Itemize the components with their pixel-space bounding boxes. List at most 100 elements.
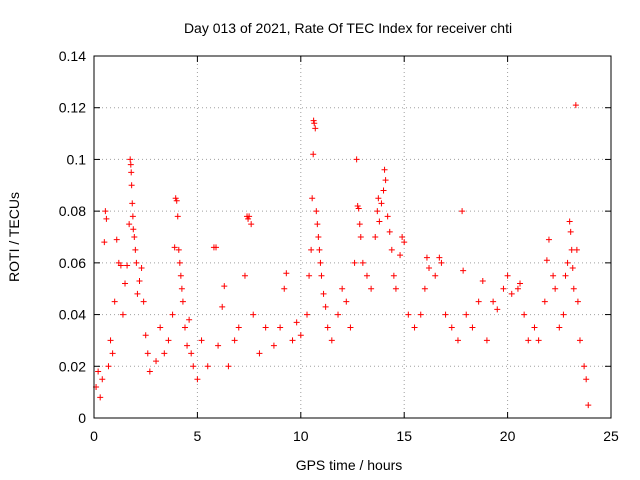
data-point (581, 363, 588, 370)
data-point (397, 252, 404, 259)
data-point (353, 156, 360, 163)
data-point (583, 376, 590, 383)
chart-title: Day 013 of 2021, Rate Of TEC Index for r… (184, 20, 512, 36)
data-point (281, 285, 288, 292)
data-point (372, 234, 379, 240)
data-point (140, 298, 147, 305)
data-point (381, 166, 388, 173)
data-point (283, 270, 290, 277)
data-point (525, 337, 532, 344)
data-point (316, 246, 323, 253)
data-point (508, 290, 515, 297)
data-point (585, 402, 592, 409)
data-point (566, 218, 573, 225)
data-point (436, 254, 443, 261)
data-point (306, 272, 313, 279)
data-point (567, 228, 574, 235)
data-point (181, 324, 188, 331)
data-point (560, 311, 567, 318)
data-point (126, 221, 133, 228)
data-point (576, 337, 583, 344)
data-point (289, 337, 296, 344)
data-point (174, 213, 181, 220)
data-point (459, 208, 466, 215)
y-tick-label: 0 (78, 410, 86, 426)
data-point (426, 265, 433, 272)
data-point (184, 342, 191, 349)
plot-frame (93, 55, 612, 419)
x-tick-label: 5 (194, 428, 202, 444)
data-point (169, 311, 176, 318)
data-point (248, 221, 255, 228)
data-point (382, 177, 389, 184)
data-point (490, 298, 497, 305)
data-point (219, 303, 226, 310)
data-point (308, 246, 315, 253)
data-point (105, 363, 112, 370)
data-point (531, 324, 538, 331)
data-point (99, 376, 106, 383)
data-point (572, 102, 579, 109)
data-point (111, 298, 118, 305)
data-point (514, 285, 521, 292)
data-point (101, 239, 108, 246)
data-point (128, 182, 135, 189)
data-point (500, 285, 507, 292)
data-point (129, 213, 136, 220)
data-point (186, 316, 193, 323)
y-tick-label: 0.12 (59, 100, 86, 116)
data-point (157, 324, 164, 331)
x-tick-label: 10 (293, 428, 309, 444)
data-point (417, 311, 424, 318)
data-point (97, 394, 104, 401)
data-point (231, 337, 238, 344)
x-tick-label: 0 (90, 428, 98, 444)
data-point (335, 311, 342, 318)
grid-lines (94, 56, 611, 418)
data-point (483, 337, 490, 344)
data-point (343, 298, 350, 305)
data-point (172, 195, 179, 202)
data-point (178, 285, 185, 292)
data-point (347, 324, 354, 331)
data-point (550, 272, 557, 279)
x-tick-label: 20 (500, 428, 516, 444)
data-point (442, 311, 449, 318)
data-point (448, 324, 455, 331)
data-point (179, 298, 186, 305)
data-point (171, 244, 178, 251)
data-point (556, 324, 563, 331)
data-point (460, 267, 467, 274)
y-tick-label: 0.1 (67, 151, 87, 167)
y-tick-label: 0.08 (59, 203, 86, 219)
data-point (386, 228, 393, 235)
data-point (432, 272, 439, 279)
data-point (161, 350, 168, 357)
data-point (194, 376, 201, 383)
data-point (129, 200, 136, 207)
data-point (545, 236, 552, 243)
data-point (310, 117, 317, 124)
data-point (376, 218, 383, 225)
data-point (131, 234, 138, 240)
data-point (317, 259, 324, 266)
data-point (312, 125, 319, 132)
data-point (241, 272, 248, 279)
data-point (256, 350, 263, 357)
data-point (324, 324, 331, 331)
data-point (423, 254, 430, 261)
data-point (124, 262, 131, 269)
x-tick-label: 25 (603, 428, 619, 444)
data-point (569, 265, 576, 272)
data-point (165, 337, 172, 344)
data-point (138, 265, 145, 272)
data-point (328, 337, 335, 344)
data-point (411, 324, 418, 331)
data-point (463, 311, 470, 318)
x-tick-label: 15 (396, 428, 412, 444)
data-point (399, 234, 406, 240)
y-tick-label: 0.04 (59, 307, 86, 323)
data-point (132, 246, 139, 253)
y-tick-label: 0.02 (59, 358, 86, 374)
data-point (438, 259, 445, 266)
